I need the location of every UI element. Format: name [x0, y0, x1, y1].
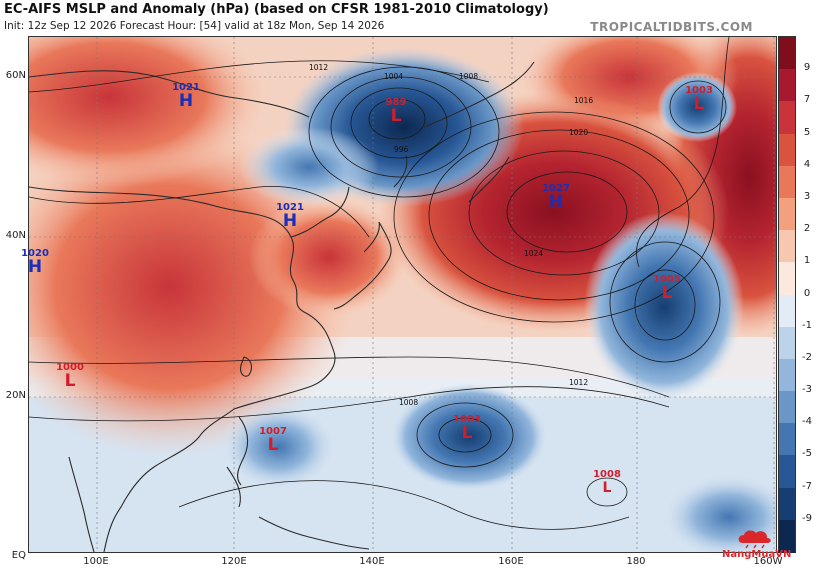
colorbar-label: 1 [803, 255, 811, 267]
colorbar-label: -1 [802, 319, 812, 331]
pressure-value: 1005 [653, 274, 681, 285]
colorbar-label: -9 [802, 512, 812, 524]
pressure-value: 1003 [453, 414, 481, 425]
brand-label: TROPICALTIDBITS.COM [590, 20, 753, 34]
isobar-label: 1012 [569, 378, 588, 387]
colorbar-segment [779, 37, 795, 70]
pressure-value: 1007 [259, 426, 287, 437]
lat-label: 60N [5, 70, 26, 81]
isobar-label: 1016 [574, 96, 593, 105]
anomaly-map: 1012 1004 1008 1016 1020 1024 996 1012 1… [28, 36, 777, 553]
pressure-value: 1020 [21, 248, 49, 259]
pressure-value: 989 [385, 97, 407, 108]
pressure-type: L [461, 423, 473, 443]
lat-label: 40N [5, 230, 26, 241]
isobar-label: 1004 [384, 72, 403, 81]
colorbar-segment [779, 391, 795, 424]
colorbar-segment [779, 519, 795, 553]
low-pressure-marker: 989 L [386, 97, 407, 125]
colorbar-segment [779, 69, 795, 102]
low-pressure-marker: 1000 L [56, 362, 84, 390]
pressure-value: 1000 [56, 362, 84, 373]
colorbar-label: -4 [802, 416, 812, 428]
low-pressure-marker: 1008 L [593, 469, 621, 497]
lon-label: 180 [626, 556, 646, 567]
pressure-value: 1003 [685, 85, 713, 96]
pressure-type: L [390, 106, 402, 126]
cloud-rain-icon [738, 530, 771, 549]
colorbar-segment [779, 230, 795, 263]
colorbar-label: 4 [803, 158, 811, 170]
pressure-value: 1027 [542, 183, 570, 194]
low-pressure-marker: 1003 L [685, 85, 713, 113]
colorbar-label: 5 [803, 126, 811, 138]
pressure-type: L [64, 371, 76, 391]
isobar-label: 1008 [459, 72, 478, 81]
colorbar-label: -3 [802, 384, 812, 396]
low-pressure-marker: 1005 L [653, 274, 681, 302]
pressure-type: L [661, 283, 673, 303]
isobar-label: 1008 [399, 398, 418, 407]
colorbar-label: 0 [803, 287, 811, 299]
pressure-value: 1008 [593, 469, 621, 480]
colorbar-segment [779, 262, 795, 295]
anomaly-colorbar [778, 36, 796, 553]
colorbar-segment [779, 455, 795, 489]
pressure-type: L [693, 94, 705, 114]
lat-label: 20N [5, 390, 26, 401]
pressure-value: 1021 [172, 82, 200, 93]
isobar-label: 1024 [524, 249, 543, 258]
lat-label: EQ [11, 550, 26, 561]
isobar-label: 996 [394, 145, 409, 154]
watermark: NangMuaVN [722, 549, 792, 560]
lon-label: 160E [498, 556, 524, 567]
low-pressure-marker: 1003 L [453, 414, 481, 442]
high-pressure-marker: 1021 H [276, 202, 304, 230]
pressure-type: L [267, 435, 279, 455]
colorbar-segment [779, 197, 795, 231]
colorbar-segment [779, 101, 795, 135]
colorbar-segment [779, 358, 795, 392]
lon-label: 160W [753, 556, 783, 567]
colorbar-segment [779, 133, 795, 167]
colorbar-segment [779, 487, 795, 521]
colorbar-segment [779, 294, 795, 328]
pressure-type: H [178, 91, 194, 111]
colorbar-label: -2 [802, 351, 812, 363]
map-canvas: 1012 1004 1008 1016 1020 1024 996 1012 1… [29, 37, 776, 552]
pressure-type: L [602, 480, 612, 496]
colorbar-label: 7 [803, 94, 811, 106]
high-pressure-marker: 1020 H [21, 248, 49, 276]
colorbar-segment [779, 326, 795, 360]
lon-label: 140E [359, 556, 385, 567]
high-pressure-marker: 1027 H [542, 183, 570, 211]
pressure-type: H [548, 192, 564, 212]
colorbar-segment [779, 423, 795, 456]
colorbar-label: 9 [803, 62, 811, 74]
lon-label: 100E [83, 556, 109, 567]
pressure-value: 1021 [276, 202, 304, 213]
colorbar-label: 3 [803, 190, 811, 202]
pressure-type: H [27, 257, 43, 277]
colorbar-label: -7 [802, 480, 812, 492]
lon-label: 120E [221, 556, 247, 567]
pressure-type: H [282, 211, 298, 231]
isobar-label: 1012 [309, 63, 328, 72]
colorbar-label: -5 [802, 448, 812, 460]
low-pressure-marker: 1007 L [259, 426, 287, 454]
chart-subtitle: Init: 12z Sep 12 2026 Forecast Hour: [54… [4, 20, 385, 32]
chart-title: EC-AIFS MSLP and Anomaly (hPa) (based on… [4, 2, 549, 17]
colorbar-label: 2 [803, 223, 811, 235]
isobar-label: 1020 [569, 128, 588, 137]
colorbar-segment [779, 165, 795, 199]
high-pressure-marker: 1021 H [172, 82, 200, 110]
